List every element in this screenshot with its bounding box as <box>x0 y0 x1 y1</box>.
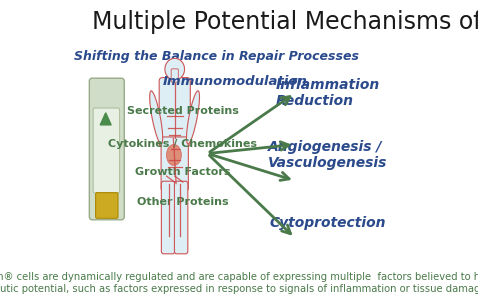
Polygon shape <box>100 113 111 125</box>
Ellipse shape <box>150 91 163 144</box>
Text: Shifting the Balance in Repair Processes: Shifting the Balance in Repair Processes <box>74 50 359 63</box>
Text: MultiStem® cells are dynamically regulated and are capable of expressing multipl: MultiStem® cells are dynamically regulat… <box>0 272 478 294</box>
Text: Inflammation
Reduction: Inflammation Reduction <box>275 78 380 108</box>
Text: Multiple Potential Mechanisms of Benefit: Multiple Potential Mechanisms of Benefit <box>91 10 478 34</box>
Text: Cytoprotection: Cytoprotection <box>269 216 386 230</box>
FancyBboxPatch shape <box>159 78 190 147</box>
Text: Angiogenesis /
Vasculogenesis: Angiogenesis / Vasculogenesis <box>268 140 387 170</box>
Circle shape <box>165 58 185 80</box>
FancyBboxPatch shape <box>161 137 188 191</box>
Text: Secreted Proteins: Secreted Proteins <box>127 106 239 116</box>
Text: Growth Factors: Growth Factors <box>135 167 231 177</box>
Ellipse shape <box>186 91 199 144</box>
FancyBboxPatch shape <box>89 78 124 220</box>
Text: Cytokines / Chemokines: Cytokines / Chemokines <box>109 140 258 150</box>
Text: Immunomodulation: Immunomodulation <box>163 75 307 88</box>
FancyBboxPatch shape <box>162 181 175 254</box>
Ellipse shape <box>166 144 182 166</box>
FancyBboxPatch shape <box>171 69 178 82</box>
FancyBboxPatch shape <box>93 108 120 193</box>
FancyBboxPatch shape <box>174 181 188 254</box>
FancyBboxPatch shape <box>96 193 118 218</box>
Text: Other Proteins: Other Proteins <box>137 197 229 207</box>
